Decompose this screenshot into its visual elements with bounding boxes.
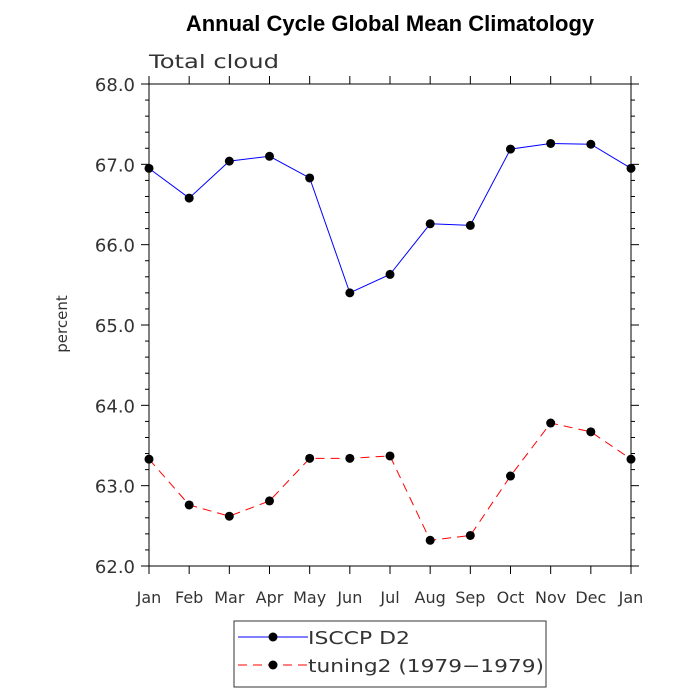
x-tick-label: Jun [336,588,362,607]
data-point-series-0 [184,193,194,203]
y-tick-label: 62.0 [95,557,135,578]
data-point-series-1 [265,496,274,506]
data-point-series-0 [546,138,556,148]
x-tick-label: May [293,588,326,607]
data-point-series-1 [184,500,194,510]
x-tick-label: Sep [455,588,485,607]
series-group [144,138,636,545]
legend-label-tuning2: tuning2 (1979−1979) [308,656,544,677]
data-point-series-0 [586,139,596,149]
data-point-series-0 [425,219,435,229]
data-point-series-1 [345,453,355,463]
legend-marker-isccp [268,632,278,642]
y-axis: 62.0 63.0 64.0 65.0 66.0 67.0 68.0 [95,75,639,578]
x-tick-label: Nov [535,588,566,607]
data-point-series-1 [546,418,556,428]
legend-marker-tuning2 [268,660,278,670]
data-point-series-0 [626,163,636,173]
y-tick-label: 67.0 [95,155,135,176]
x-tick-label: Dec [575,588,606,607]
legend: ISCCP D2 tuning2 (1979−1979) [233,620,547,688]
data-point-series-0 [144,163,154,173]
legend-box [233,620,547,688]
x-tick-label: Feb [175,588,203,607]
y-tick-label: 68.0 [95,75,135,96]
chart-title: Annual Cycle Global Mean Climatology [186,11,595,36]
x-axis: Jan Feb Mar Apr May Jun Jul Aug Sep Oct Nov Dec Jan [136,76,644,607]
data-point-series-1 [144,454,154,464]
data-point-series-1 [224,511,234,521]
y-tick-label: 65.0 [95,316,135,337]
x-tick-label: Jul [379,588,399,607]
x-tick-label: Oct [497,588,525,607]
x-tick-label: Jan [618,588,644,607]
data-point-series-1 [626,454,636,464]
x-tick-label: Jan [136,588,162,607]
data-point-series-0 [224,156,234,166]
y-tick-label: 66.0 [95,236,135,257]
x-tick-label: Apr [256,588,284,607]
x-tick-label: Aug [415,588,446,607]
data-point-series-1 [586,427,596,437]
x-tick-label: Mar [214,588,245,607]
legend-label-isccp: ISCCP D2 [308,628,410,649]
data-point-series-0 [265,151,274,161]
y-tick-label: 63.0 [95,477,135,498]
y-tick-label: 64.0 [95,396,135,417]
data-point-series-1 [305,453,315,463]
data-point-series-0 [506,144,515,154]
data-point-series-0 [305,173,315,183]
data-point-series-0 [465,220,475,230]
plot-frame [148,83,632,567]
series-line-1 [148,422,632,541]
data-point-series-0 [385,269,395,279]
y-axis-label: percent [53,295,71,353]
chart-subtitle: Total cloud [148,51,279,73]
data-point-series-0 [345,288,355,298]
data-point-series-1 [385,451,395,461]
data-point-series-1 [506,471,515,481]
data-point-series-1 [425,535,435,545]
data-point-series-1 [465,530,475,540]
